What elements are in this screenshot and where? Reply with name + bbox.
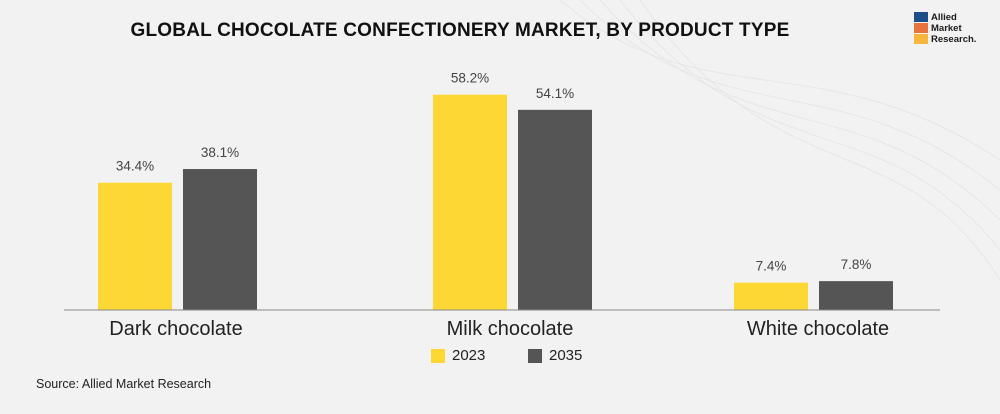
logo-line-1: Allied (931, 12, 957, 23)
data-label-milk-chocolate-2035: 54.1% (536, 86, 574, 101)
bar-milk-chocolate-2023 (433, 94, 507, 310)
data-label-milk-chocolate-2023: 58.2% (451, 71, 489, 86)
chart-title: GLOBAL CHOCOLATE CONFECTIONERY MARKET, B… (130, 20, 790, 41)
bar-dark-chocolate-2035 (183, 169, 257, 310)
category-label-white-chocolate: White chocolate (747, 318, 889, 340)
legend-swatch-2023 (431, 348, 445, 363)
legend-label-2035: 2035 (549, 347, 583, 364)
category-label-milk-chocolate: Milk chocolate (447, 318, 574, 340)
legend: 2023 2035 (0, 347, 1000, 367)
source-note: Source: Allied Market Research (36, 377, 212, 391)
legend-item-2023: 2023 (431, 347, 485, 364)
logo-name: Allied Market Research. (931, 12, 976, 45)
bar-white-chocolate-2035 (819, 281, 893, 310)
data-label-dark-chocolate-2035: 38.1% (201, 145, 239, 160)
logo-line-3: Research. (931, 34, 977, 45)
allied-market-research-logo: Allied Market Research. (912, 10, 994, 52)
category-label-dark-chocolate: Dark chocolate (109, 318, 242, 340)
bar-white-chocolate-2023 (734, 282, 808, 310)
legend-swatch-2035 (528, 348, 542, 363)
logo-line-2: Market (931, 23, 962, 34)
logo-mark-icon (914, 12, 928, 44)
data-label-white-chocolate-2023: 7.4% (756, 259, 787, 274)
data-label-dark-chocolate-2023: 34.4% (116, 159, 154, 174)
legend-label-2023: 2023 (452, 347, 486, 364)
data-label-white-chocolate-2035: 7.8% (841, 257, 872, 272)
legend-item-2035: 2035 (528, 347, 582, 364)
bar-dark-chocolate-2023 (98, 182, 172, 310)
bar-milk-chocolate-2035 (518, 109, 592, 310)
